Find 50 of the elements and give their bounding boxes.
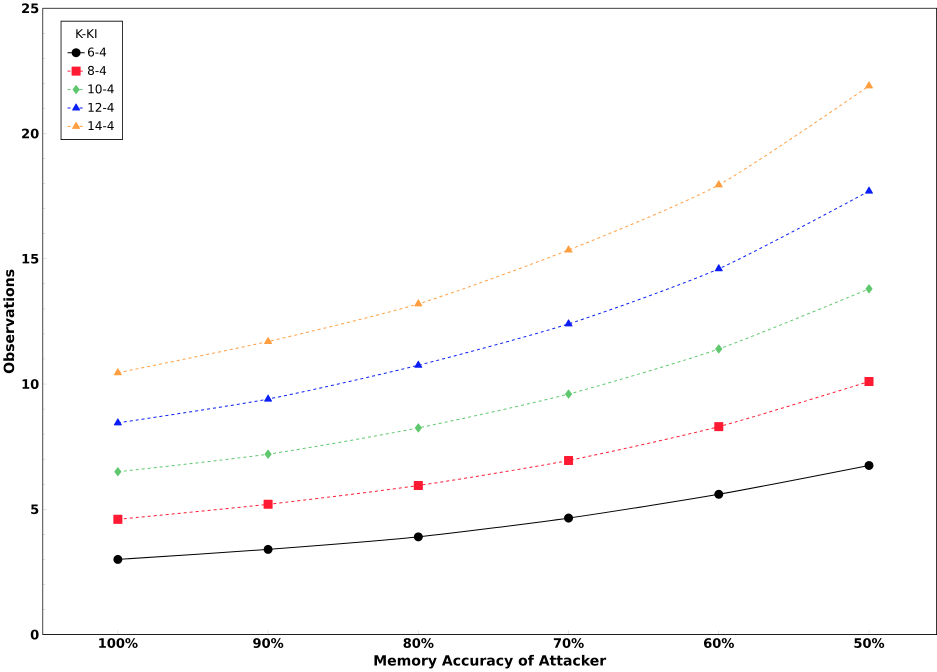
x-tick-label: 100%: [99, 638, 138, 648]
point: [264, 337, 272, 344]
x-tick-label: 80%: [404, 638, 434, 648]
point: [715, 344, 722, 354]
point: [564, 456, 574, 466]
point: [414, 360, 422, 368]
x-tick-label: 70%: [554, 638, 584, 648]
x-tick-label: 60%: [704, 638, 734, 648]
point: [564, 246, 573, 253]
x-tick-label: 90%: [253, 638, 284, 648]
point: [866, 284, 873, 294]
point: [264, 544, 273, 554]
point: [865, 186, 873, 194]
point: [564, 514, 574, 523]
legend-label: 12-4: [88, 102, 114, 112]
point: [414, 532, 423, 542]
legend-label: 8-4: [88, 66, 106, 76]
y-tick-label: 5: [31, 504, 38, 514]
point: [264, 394, 272, 402]
y-tick-label: 10: [22, 379, 39, 390]
y-tick-label: 15: [22, 254, 38, 264]
point: [414, 423, 422, 432]
y-tick-label: 20: [22, 128, 39, 139]
point: [414, 299, 422, 306]
y-tick-label: 25: [22, 3, 38, 14]
legend-label: 10-4: [88, 84, 114, 94]
point: [714, 180, 723, 188]
point: [714, 264, 723, 272]
point: [565, 390, 572, 399]
x-tick-label: 50%: [854, 638, 884, 648]
point: [113, 514, 122, 524]
point: [114, 418, 122, 426]
point: [113, 554, 122, 564]
legend-label: 14-4: [88, 121, 114, 130]
legend-label: 6-4: [88, 48, 106, 57]
point: [264, 500, 273, 509]
point: [714, 490, 724, 499]
point: [864, 377, 874, 386]
legend-title: K-KI: [76, 29, 96, 38]
point: [114, 467, 122, 476]
point: [114, 368, 122, 376]
y-axis-title: Observations: [3, 270, 14, 374]
point: [865, 81, 873, 88]
point: [564, 319, 573, 326]
y-tick-label: 0: [30, 630, 39, 640]
point: [414, 481, 423, 490]
point: [714, 422, 724, 432]
point: [864, 461, 874, 470]
x-axis-title: Memory Accuracy of Attacker: [374, 654, 606, 669]
point: [264, 450, 272, 459]
